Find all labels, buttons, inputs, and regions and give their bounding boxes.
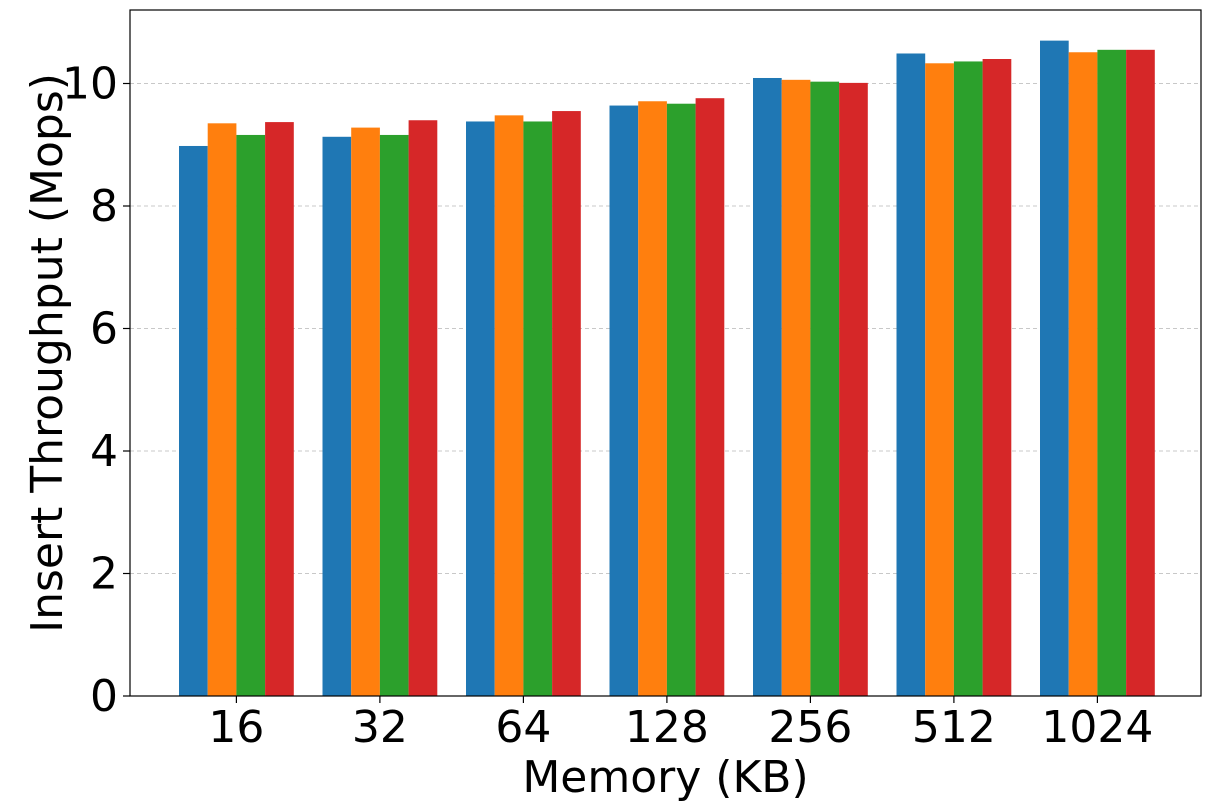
- bar-32-s1: [351, 127, 380, 697]
- bar-16-s0: [179, 145, 208, 697]
- bar-64-s0: [466, 121, 495, 697]
- x-tick-label-3: 128: [625, 702, 709, 753]
- bar-32-s0: [322, 136, 352, 697]
- bar-16-s3: [265, 122, 294, 696]
- bar-128-s3: [695, 98, 725, 696]
- bar-256-s2: [810, 81, 840, 697]
- bar-16-s1: [207, 123, 237, 696]
- x-tick-label-1: 32: [352, 702, 408, 753]
- y-tick-label-0: 0: [90, 671, 118, 722]
- bar-512-s1: [925, 63, 954, 697]
- y-axis-label: Insert Throughput (Mops): [22, 73, 73, 633]
- x-tick-label-6: 1024: [1041, 702, 1153, 753]
- bar-64-s2: [523, 121, 553, 697]
- bar-1024-s3: [1126, 49, 1155, 696]
- bar-128-s0: [609, 105, 639, 697]
- x-axis-label: Memory (KB): [522, 752, 808, 803]
- y-tick-label-3: 6: [90, 304, 118, 355]
- bar-16-s2: [236, 134, 266, 696]
- bar-512-s0: [896, 53, 926, 697]
- x-axis-ticks: 16 32 64 128 256 512 1024: [208, 696, 1153, 753]
- bar-64-s3: [552, 111, 581, 696]
- bar-32-s2: [379, 134, 409, 696]
- x-tick-label-2: 64: [495, 702, 551, 753]
- bar-64-s1: [494, 115, 524, 697]
- y-tick-label-2: 4: [90, 426, 118, 477]
- x-tick-label-4: 256: [768, 702, 852, 753]
- bar-512-s3: [982, 59, 1012, 696]
- bar-128-s1: [638, 101, 667, 696]
- bar-1024-s2: [1097, 49, 1127, 696]
- plot-frame: [129, 9, 1202, 697]
- bar-256-s1: [781, 79, 811, 696]
- y-tick-label-1: 2: [90, 549, 118, 600]
- x-tick-label-5: 512: [912, 702, 996, 753]
- bar-32-s3: [408, 120, 438, 696]
- bar-1024-s0: [1040, 40, 1069, 696]
- y-tick-label-4: 8: [90, 181, 118, 232]
- bar-256-s3: [839, 82, 868, 696]
- bar-128-s2: [666, 103, 696, 696]
- x-tick-label-0: 16: [208, 702, 264, 753]
- bar-1024-s1: [1068, 52, 1098, 696]
- bar-512-s2: [953, 61, 983, 696]
- y-tick-label-5: 10: [62, 59, 118, 110]
- bar-256-s0: [753, 77, 782, 697]
- bars: [179, 40, 1155, 697]
- y-axis-ticks: 0 2 4 6 8 10: [62, 59, 130, 722]
